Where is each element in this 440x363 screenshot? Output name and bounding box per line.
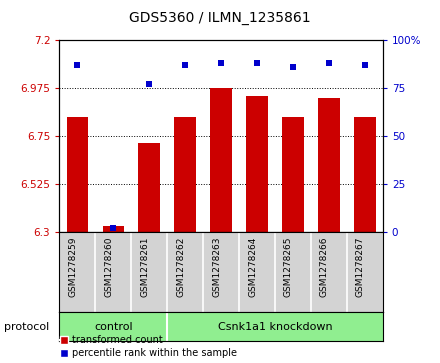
Bar: [282, 117, 304, 232]
Point: [74, 62, 81, 68]
Point: [361, 62, 368, 68]
Point: [110, 225, 117, 231]
Bar: [246, 95, 268, 232]
Text: GSM1278259: GSM1278259: [68, 236, 77, 297]
Text: GSM1278264: GSM1278264: [248, 236, 257, 297]
Point: [326, 60, 333, 66]
Text: Csnk1a1 knockdown: Csnk1a1 knockdown: [218, 322, 332, 332]
Point: [218, 60, 225, 66]
Point: [146, 81, 153, 87]
Text: GSM1278265: GSM1278265: [284, 236, 293, 297]
Text: GSM1278267: GSM1278267: [356, 236, 365, 297]
Text: control: control: [94, 322, 132, 332]
Point: [290, 64, 297, 70]
Bar: [66, 117, 88, 232]
Text: GSM1278260: GSM1278260: [104, 236, 114, 297]
Bar: [174, 117, 196, 232]
Bar: [210, 88, 232, 232]
Point: [182, 62, 189, 68]
Bar: [139, 143, 160, 232]
Point: [253, 60, 260, 66]
Legend: transformed count, percentile rank within the sample: transformed count, percentile rank withi…: [60, 335, 237, 358]
Bar: [354, 117, 376, 232]
Bar: [103, 226, 124, 232]
Text: GSM1278262: GSM1278262: [176, 236, 185, 297]
Text: protocol: protocol: [4, 322, 50, 332]
Bar: [318, 98, 340, 232]
Text: GDS5360 / ILMN_1235861: GDS5360 / ILMN_1235861: [129, 11, 311, 25]
Text: GSM1278261: GSM1278261: [140, 236, 149, 297]
Text: GSM1278263: GSM1278263: [212, 236, 221, 297]
Text: GSM1278266: GSM1278266: [320, 236, 329, 297]
